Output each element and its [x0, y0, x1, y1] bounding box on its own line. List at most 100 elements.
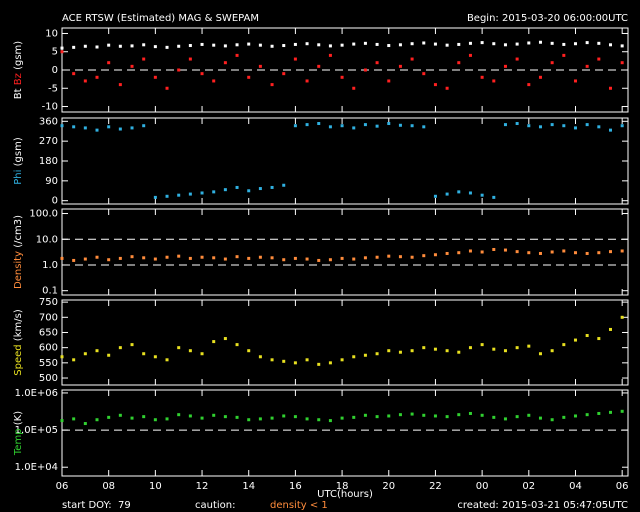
data-point	[608, 86, 612, 90]
data-point	[410, 42, 414, 46]
data-point	[573, 251, 577, 255]
data-point	[352, 86, 356, 90]
data-point	[200, 72, 204, 76]
data-point	[165, 358, 169, 362]
data-point	[573, 414, 577, 418]
data-point	[130, 255, 134, 259]
data-point	[398, 123, 402, 127]
data-point	[317, 64, 321, 68]
data-point	[538, 75, 542, 79]
data-point	[72, 72, 76, 76]
data-point	[573, 79, 577, 83]
data-point	[363, 68, 367, 72]
data-point	[165, 86, 169, 90]
x-tick-label: 00	[476, 481, 489, 492]
data-point	[515, 57, 519, 61]
data-point	[200, 416, 204, 420]
data-point	[153, 75, 157, 79]
data-point	[200, 255, 204, 259]
data-point	[188, 349, 192, 353]
data-point	[398, 255, 402, 259]
data-point	[527, 83, 531, 87]
data-point	[480, 250, 484, 254]
data-point	[200, 191, 204, 195]
legend-entry: Bz	[13, 73, 24, 85]
data-point	[317, 258, 321, 262]
data-point	[130, 64, 134, 68]
data-point	[515, 250, 519, 254]
data-point	[293, 256, 297, 260]
data-point	[328, 53, 332, 57]
data-point	[352, 42, 356, 46]
y-tick-label: 10	[45, 28, 58, 39]
x-tick-label: 20	[382, 481, 395, 492]
data-point	[538, 40, 542, 44]
data-point	[457, 251, 461, 255]
data-point	[398, 413, 402, 417]
data-point	[328, 258, 332, 262]
data-point	[340, 416, 344, 420]
data-point	[503, 123, 507, 127]
data-point	[270, 358, 274, 362]
data-point	[282, 414, 286, 418]
y-axis-label: Speed (km/s)	[13, 309, 24, 376]
data-point	[480, 41, 484, 45]
data-point	[422, 41, 426, 45]
data-point	[398, 64, 402, 68]
data-point	[608, 128, 612, 132]
data-point	[387, 414, 391, 418]
data-point	[410, 412, 414, 416]
data-point	[585, 64, 589, 68]
data-point	[422, 125, 426, 129]
y-tick-label: -10	[42, 102, 58, 113]
data-point	[223, 257, 227, 261]
x-tick-label: 02	[522, 481, 535, 492]
data-point	[95, 128, 99, 132]
y-tick-label: 650	[39, 327, 58, 338]
y-tick-label: 1.0E+05	[15, 425, 58, 436]
data-point	[492, 42, 496, 46]
data-point	[433, 347, 437, 351]
data-point	[492, 247, 496, 251]
data-point	[445, 43, 449, 47]
data-point	[445, 86, 449, 90]
data-point	[352, 126, 356, 130]
y-axis-unit: (gsm)	[13, 137, 24, 166]
data-point	[60, 355, 64, 359]
data-point	[107, 415, 111, 419]
data-point	[480, 343, 484, 347]
data-point	[177, 254, 181, 258]
data-point	[328, 419, 332, 423]
x-tick-label: 08	[102, 481, 115, 492]
data-point	[305, 42, 309, 46]
data-point	[457, 413, 461, 417]
legend-entry: Phi	[13, 170, 24, 185]
data-point	[410, 255, 414, 259]
data-point	[492, 195, 496, 199]
data-point	[620, 124, 624, 128]
data-point	[142, 352, 146, 356]
data-point	[305, 79, 309, 83]
data-point	[445, 415, 449, 419]
data-point	[305, 417, 309, 421]
data-point	[457, 350, 461, 354]
data-point	[72, 417, 76, 421]
data-point	[165, 45, 169, 49]
data-point	[258, 187, 262, 191]
data-point	[422, 413, 426, 417]
data-point	[585, 123, 589, 127]
data-point	[83, 352, 87, 356]
data-point	[223, 188, 227, 192]
data-point	[422, 72, 426, 76]
data-point	[282, 44, 286, 48]
x-tick-label: 14	[242, 481, 255, 492]
data-point	[433, 414, 437, 418]
y-tick-label: 700	[39, 312, 58, 323]
data-point	[515, 346, 519, 350]
data-point	[83, 257, 87, 261]
data-point	[562, 249, 566, 253]
data-point	[468, 41, 472, 45]
data-point	[282, 72, 286, 76]
data-point	[527, 413, 531, 417]
legend-entry: Bt	[13, 88, 24, 99]
